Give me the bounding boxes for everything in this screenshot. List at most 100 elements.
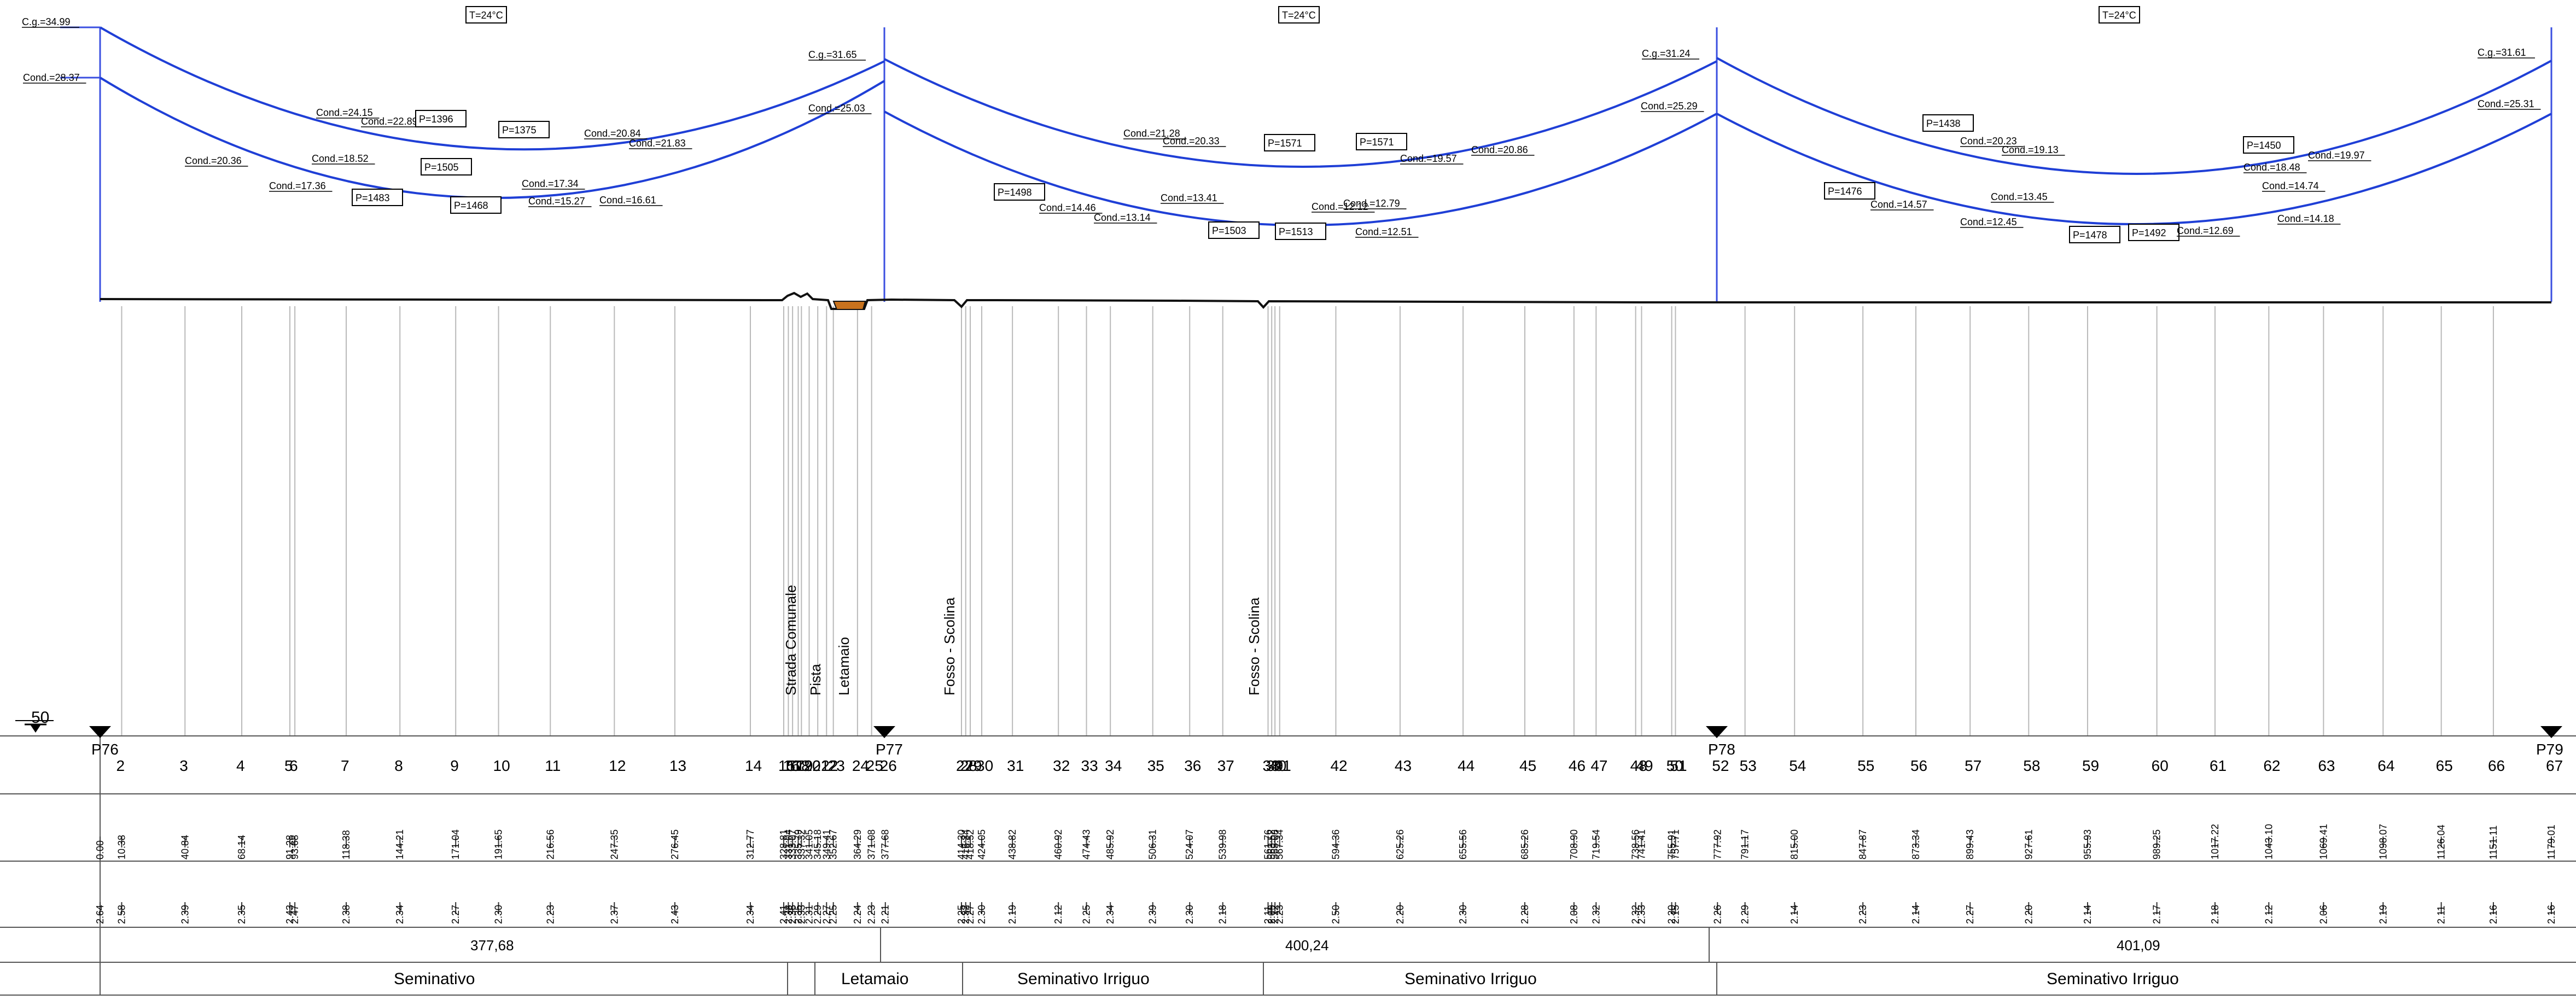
distance-value: 438.82: [1007, 829, 1018, 859]
station-number: 31: [1007, 757, 1024, 774]
distance-value: 40.84: [179, 835, 190, 859]
height-value: 2.34: [745, 905, 756, 924]
land-use-row: Seminativo Letamaio Seminativo Irriguo Semi…: [394, 962, 2179, 995]
station-number: 46: [1569, 757, 1586, 774]
scale-label: 50: [31, 709, 49, 727]
scale-marker: 50: [15, 709, 54, 733]
height-value: 2.18: [2210, 905, 2221, 924]
distance-value: 565.08: [1269, 829, 1280, 859]
distance-value: 539.98: [1217, 829, 1228, 859]
distance-value: 247.35: [609, 829, 620, 859]
height-value: 2.30: [1666, 905, 1677, 924]
distance-value: 655.56: [1458, 829, 1468, 859]
conductor-value: Cond.=25.29: [1641, 101, 1698, 112]
height-value: 2.38: [341, 905, 352, 924]
conductor-value: Cond.=12.51: [1355, 226, 1412, 237]
pull-value: P=1450: [2247, 140, 2281, 151]
distance-value: 191.65: [493, 829, 504, 859]
height-value: 2.30: [493, 905, 504, 924]
conductor-bot-span-2: [884, 110, 1717, 226]
pull-value: P=1476: [1828, 186, 1862, 197]
station-number: 10: [493, 757, 510, 774]
conductor-value: Cond.=12.69: [2177, 225, 2234, 236]
distance-value: 485.92: [1105, 829, 1116, 859]
pull-value-box: [1208, 221, 1260, 239]
distance-value: 1069.41: [2318, 824, 2329, 859]
pull-value: P=1571: [1360, 137, 1394, 148]
distance-value: 345.18: [812, 829, 823, 859]
station-number: 42: [1330, 757, 1347, 774]
height-value: 2.14: [2082, 905, 2093, 924]
pull-value: P=1438: [1926, 118, 1961, 129]
station-number: 38: [1263, 757, 1280, 774]
station-number: 41: [1274, 757, 1291, 774]
conductor-value: Cond.=20.33: [1163, 136, 1220, 147]
height-value: 2.18: [1217, 905, 1228, 924]
distance-value: 364.29: [852, 829, 863, 859]
height-value: 2.32: [960, 905, 971, 924]
station-number: 27: [956, 757, 973, 774]
conductor-value: Cond.=25.31: [2478, 98, 2534, 109]
station-number: 29: [965, 757, 982, 774]
pull-value: P=1478: [2073, 230, 2107, 241]
distance-value: 594.36: [1330, 829, 1341, 859]
distance-value: 625.26: [1395, 829, 1406, 859]
distance-value: 91.28: [284, 835, 295, 859]
distance-value: 328.81: [778, 829, 789, 859]
conductor-top-span-3: [1716, 57, 2552, 175]
station-number: 4: [236, 757, 245, 774]
distance-value: 424.05: [976, 829, 987, 859]
station-number: 63: [2318, 757, 2335, 774]
conductor-value: Cond.=21.28: [1123, 128, 1180, 139]
conductor-value: Cond.=20.23: [1960, 136, 2017, 147]
conductor-value: Cond.=13.14: [1094, 212, 1151, 223]
station-number: 8: [394, 757, 403, 774]
distance-value: 685.26: [1519, 829, 1530, 859]
pull-value: P=1468: [454, 200, 488, 211]
distance-value: 337.32: [796, 829, 807, 859]
land-use-label: Seminativo Irriguo: [2047, 970, 2179, 988]
station-number: 61: [2210, 757, 2227, 774]
height-value: 2.64: [95, 905, 106, 924]
height-value: 2.11: [2436, 905, 2447, 924]
conductor-value: Cond.=18.52: [312, 153, 369, 164]
height-value: 2.41: [778, 905, 789, 924]
distance-value: 757.71: [1670, 829, 1681, 859]
height-value: 2.43: [284, 905, 295, 924]
temperature-box: [2099, 6, 2140, 24]
height-value: 2.12: [1269, 905, 1280, 924]
station-number: 49: [1636, 757, 1653, 774]
height-value: 2.26: [1712, 905, 1723, 924]
distance-value: 377.68: [880, 829, 891, 859]
temperature-box: [465, 6, 507, 24]
height-value: 2.21: [880, 905, 891, 924]
height-value: 2.23: [545, 905, 556, 924]
land-use-label: Seminativo Irriguo: [1017, 970, 1150, 988]
station-number: 21: [812, 757, 829, 774]
distance-value: 0.00: [95, 840, 106, 859]
station-number: 13: [669, 757, 686, 774]
pull-value-box: [415, 110, 467, 127]
station-number: 6: [289, 757, 298, 774]
pull-value-box: [994, 183, 1045, 201]
station-number: 51: [1670, 757, 1687, 774]
conductor-value: Cond.=12.79: [1343, 198, 1400, 209]
station-number: 7: [341, 757, 349, 774]
span-length: 401,09: [2117, 937, 2160, 954]
distance-value: 815.00: [1789, 829, 1800, 859]
conductor-value: Cond.=17.36: [269, 180, 326, 191]
crossing-label: Strada Comunale: [783, 585, 799, 695]
station-number: 48: [1630, 757, 1647, 774]
height-value: 2.15: [1670, 905, 1681, 924]
station-number: 62: [2263, 757, 2280, 774]
crossing-label: Pista: [807, 664, 824, 695]
height-value: 2.20: [1395, 905, 1406, 924]
station-number: 45: [1519, 757, 1536, 774]
station-number: 66: [2488, 757, 2505, 774]
conductor-value: Cond.=25.03: [808, 103, 865, 114]
tower-lines: [60, 26, 2552, 302]
pull-value-box: [1824, 182, 1875, 200]
distance-value: 955.93: [2082, 829, 2093, 859]
pull-value-box: [352, 189, 403, 206]
distance-value: 791.17: [1740, 829, 1751, 859]
